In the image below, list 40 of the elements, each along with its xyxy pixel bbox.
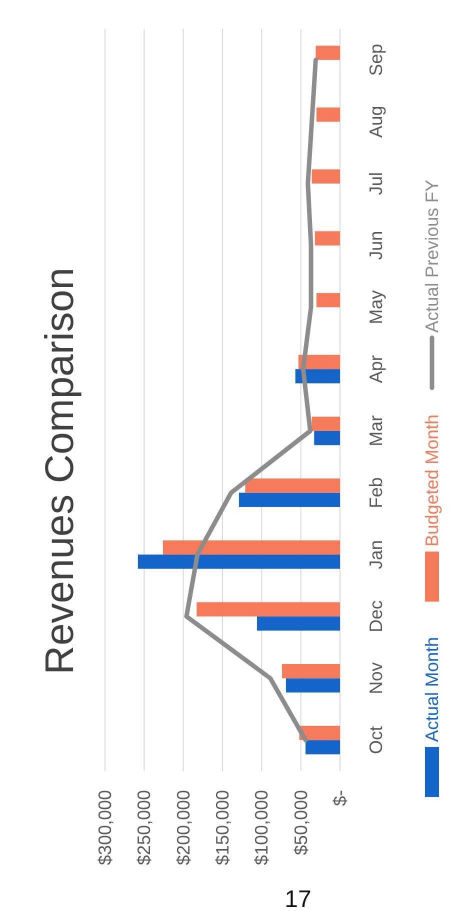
text: Actual Previous FY (422, 180, 442, 333)
bar (286, 678, 340, 692)
y-tick-label: Apr (366, 355, 386, 384)
y-tick-label: Jun (366, 230, 386, 260)
y-tick-label: Jan (366, 540, 386, 570)
bar (245, 478, 340, 493)
x-tick-label: $- (330, 790, 350, 806)
bar (316, 108, 340, 122)
text: Budgeted Month (422, 414, 442, 547)
y-tick-label: Dec (366, 600, 386, 632)
y-tick-label: Nov (366, 662, 386, 694)
bar (306, 740, 340, 754)
y-tick-label: Jul (366, 172, 386, 196)
x-tick-label: $250,000 (134, 790, 154, 866)
y-tick-label: Sep (366, 44, 386, 76)
bar (316, 293, 340, 308)
x-tick-label: $300,000 (95, 790, 115, 866)
text: Revenues Comparison (38, 268, 82, 674)
bar (312, 416, 340, 431)
y-tick-label: Oct (366, 726, 386, 754)
x-tick-label: $100,000 (252, 790, 272, 866)
x-tick-label: $50,000 (290, 790, 311, 856)
bar (238, 492, 340, 507)
y-tick-label: Feb (366, 477, 386, 508)
y-tick-label: Mar (366, 415, 386, 446)
y-tick-label: Aug (366, 106, 386, 138)
bar (162, 540, 340, 555)
bar (314, 430, 340, 446)
text: 17 (284, 886, 312, 911)
bar (196, 602, 340, 616)
bar (312, 169, 340, 184)
bar (138, 554, 340, 569)
bar (316, 46, 340, 60)
y-tick-label: May (366, 290, 386, 324)
x-tick-label: $200,000 (173, 790, 194, 866)
bar (256, 616, 340, 631)
x-tick-label: $150,000 (212, 790, 232, 866)
bar (282, 664, 340, 678)
text: Actual Month (422, 636, 442, 742)
bar (314, 231, 340, 246)
